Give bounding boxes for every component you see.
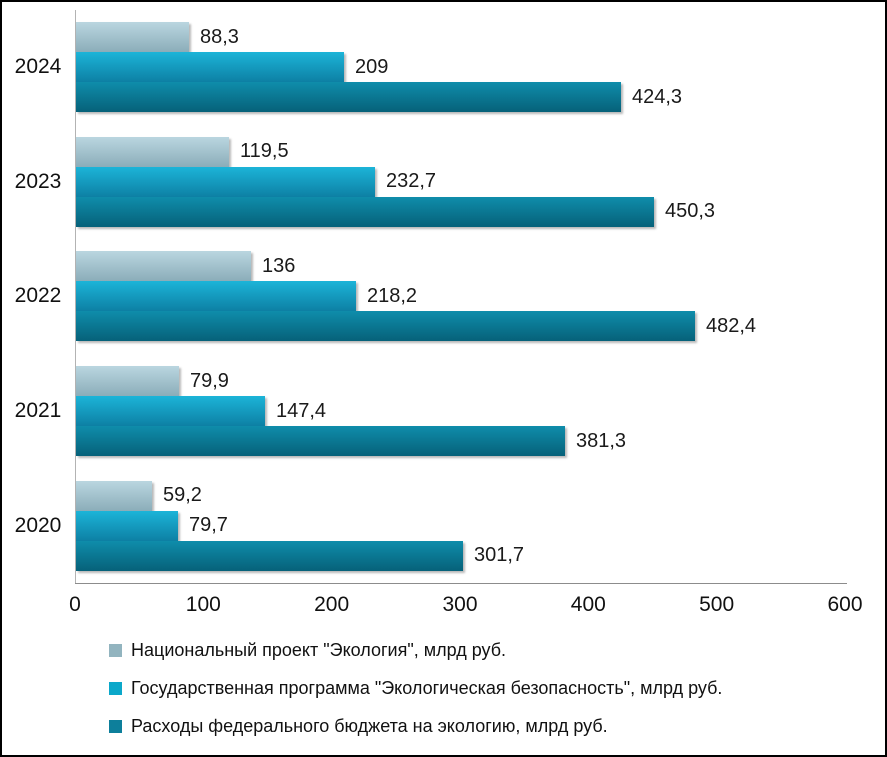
- bar-row: 136: [76, 251, 866, 282]
- bar-row: 482,4: [76, 311, 866, 342]
- bar-row: 301,7: [76, 540, 866, 571]
- x-axis-tick-500: 500: [699, 593, 735, 616]
- plot-area: 88,3 209 424,3 119,5 232,7 450,3 136 218,2 482,4…: [76, 10, 866, 583]
- bar-row: 218,2: [76, 281, 866, 312]
- x-axis-tick-200: 200: [314, 593, 350, 616]
- bar-value-label: 232,7: [386, 170, 437, 193]
- legend-swatch-icon: [109, 644, 122, 657]
- x-axis-tick-100: 100: [185, 593, 221, 616]
- legend-item-2: Государственная программа "Экологическая…: [109, 676, 722, 701]
- bar-value-label: 301,7: [474, 544, 525, 567]
- bar-group-2021: 79,9 147,4 381,3: [76, 354, 866, 469]
- bar-series-2-2023: [76, 166, 375, 197]
- bar-series-3-2021: [76, 426, 565, 457]
- legend-label: Национальный проект "Экология", млрд руб…: [131, 640, 507, 660]
- bar-group-2020: 59,2 79,7 301,7: [76, 468, 866, 583]
- bar-series-1-2020: [76, 480, 152, 511]
- bar-series-2-2020: [76, 510, 178, 541]
- bar-value-label: 381,3: [576, 429, 627, 452]
- bar-row: 119,5: [76, 136, 866, 167]
- bar-group-2023: 119,5 232,7 450,3: [76, 125, 866, 240]
- legend-swatch-icon: [109, 720, 122, 733]
- legend-swatch-icon: [109, 682, 122, 695]
- legend-label: Расходы федерального бюджета на экологию…: [131, 716, 608, 736]
- bar-row: 209: [76, 52, 866, 83]
- legend-item-1: Национальный проект "Экология", млрд руб…: [109, 638, 722, 663]
- y-axis-label-2020: 2020: [14, 513, 62, 537]
- bar-series-3-2022: [76, 311, 695, 342]
- bar-series-3-2024: [76, 82, 621, 113]
- legend: Национальный проект "Экология", млрд руб…: [109, 638, 722, 739]
- x-axis-ticks: 0 100 200 300 400 500 600: [2, 593, 885, 619]
- bar-row: 147,4: [76, 396, 866, 427]
- bar-series-1-2024: [76, 22, 189, 53]
- bar-value-label: 450,3: [665, 200, 716, 223]
- y-axis-label-2023: 2023: [14, 169, 62, 193]
- bar-row: 424,3: [76, 82, 866, 113]
- bar-value-label: 424,3: [632, 85, 683, 108]
- y-axis-label-2024: 2024: [14, 55, 62, 79]
- x-axis-line: [75, 583, 847, 584]
- bar-value-label: 88,3: [200, 25, 239, 48]
- x-axis-tick-600: 600: [827, 593, 863, 616]
- bar-value-label: 79,9: [190, 369, 229, 392]
- x-axis-tick-0: 0: [69, 593, 81, 616]
- bar-group-2024: 88,3 209 424,3: [76, 10, 866, 125]
- x-axis-tick-300: 300: [442, 593, 478, 616]
- bar-value-label: 482,4: [706, 314, 757, 337]
- bar-row: 232,7: [76, 166, 866, 197]
- y-axis-label-2022: 2022: [14, 284, 62, 308]
- bar-series-3-2023: [76, 196, 654, 227]
- y-axis-label-2021: 2021: [14, 399, 62, 423]
- bar-series-2-2021: [76, 396, 265, 427]
- y-axis-line: [75, 10, 76, 584]
- bar-value-label: 136: [262, 254, 296, 277]
- bar-value-label: 119,5: [240, 140, 289, 163]
- bar-series-1-2023: [76, 136, 229, 167]
- bar-row: 88,3: [76, 22, 866, 53]
- bar-series-2-2022: [76, 281, 356, 312]
- bar-row: 381,3: [76, 426, 866, 457]
- bar-series-3-2020: [76, 540, 463, 571]
- legend-item-3: Расходы федерального бюджета на экологию…: [109, 714, 722, 739]
- bar-row: 79,7: [76, 510, 866, 541]
- bar-value-label: 79,7: [189, 514, 228, 537]
- bar-value-label: 59,2: [163, 484, 202, 507]
- x-axis-tick-400: 400: [570, 593, 606, 616]
- legend-label: Государственная программа "Экологическая…: [131, 678, 723, 698]
- bar-series-2-2024: [76, 52, 344, 83]
- bar-value-label: 218,2: [367, 284, 418, 307]
- bar-series-1-2021: [76, 366, 179, 397]
- bar-series-1-2022: [76, 251, 251, 282]
- bar-row: 59,2: [76, 480, 866, 511]
- bar-row: 79,9: [76, 366, 866, 397]
- bar-group-2022: 136 218,2 482,4: [76, 239, 866, 354]
- bar-value-label: 147,4: [276, 399, 327, 422]
- y-axis-labels: 2024 2023 2022 2021 2020: [2, 10, 74, 583]
- bar-value-label: 209: [355, 55, 389, 78]
- bar-row: 450,3: [76, 196, 866, 227]
